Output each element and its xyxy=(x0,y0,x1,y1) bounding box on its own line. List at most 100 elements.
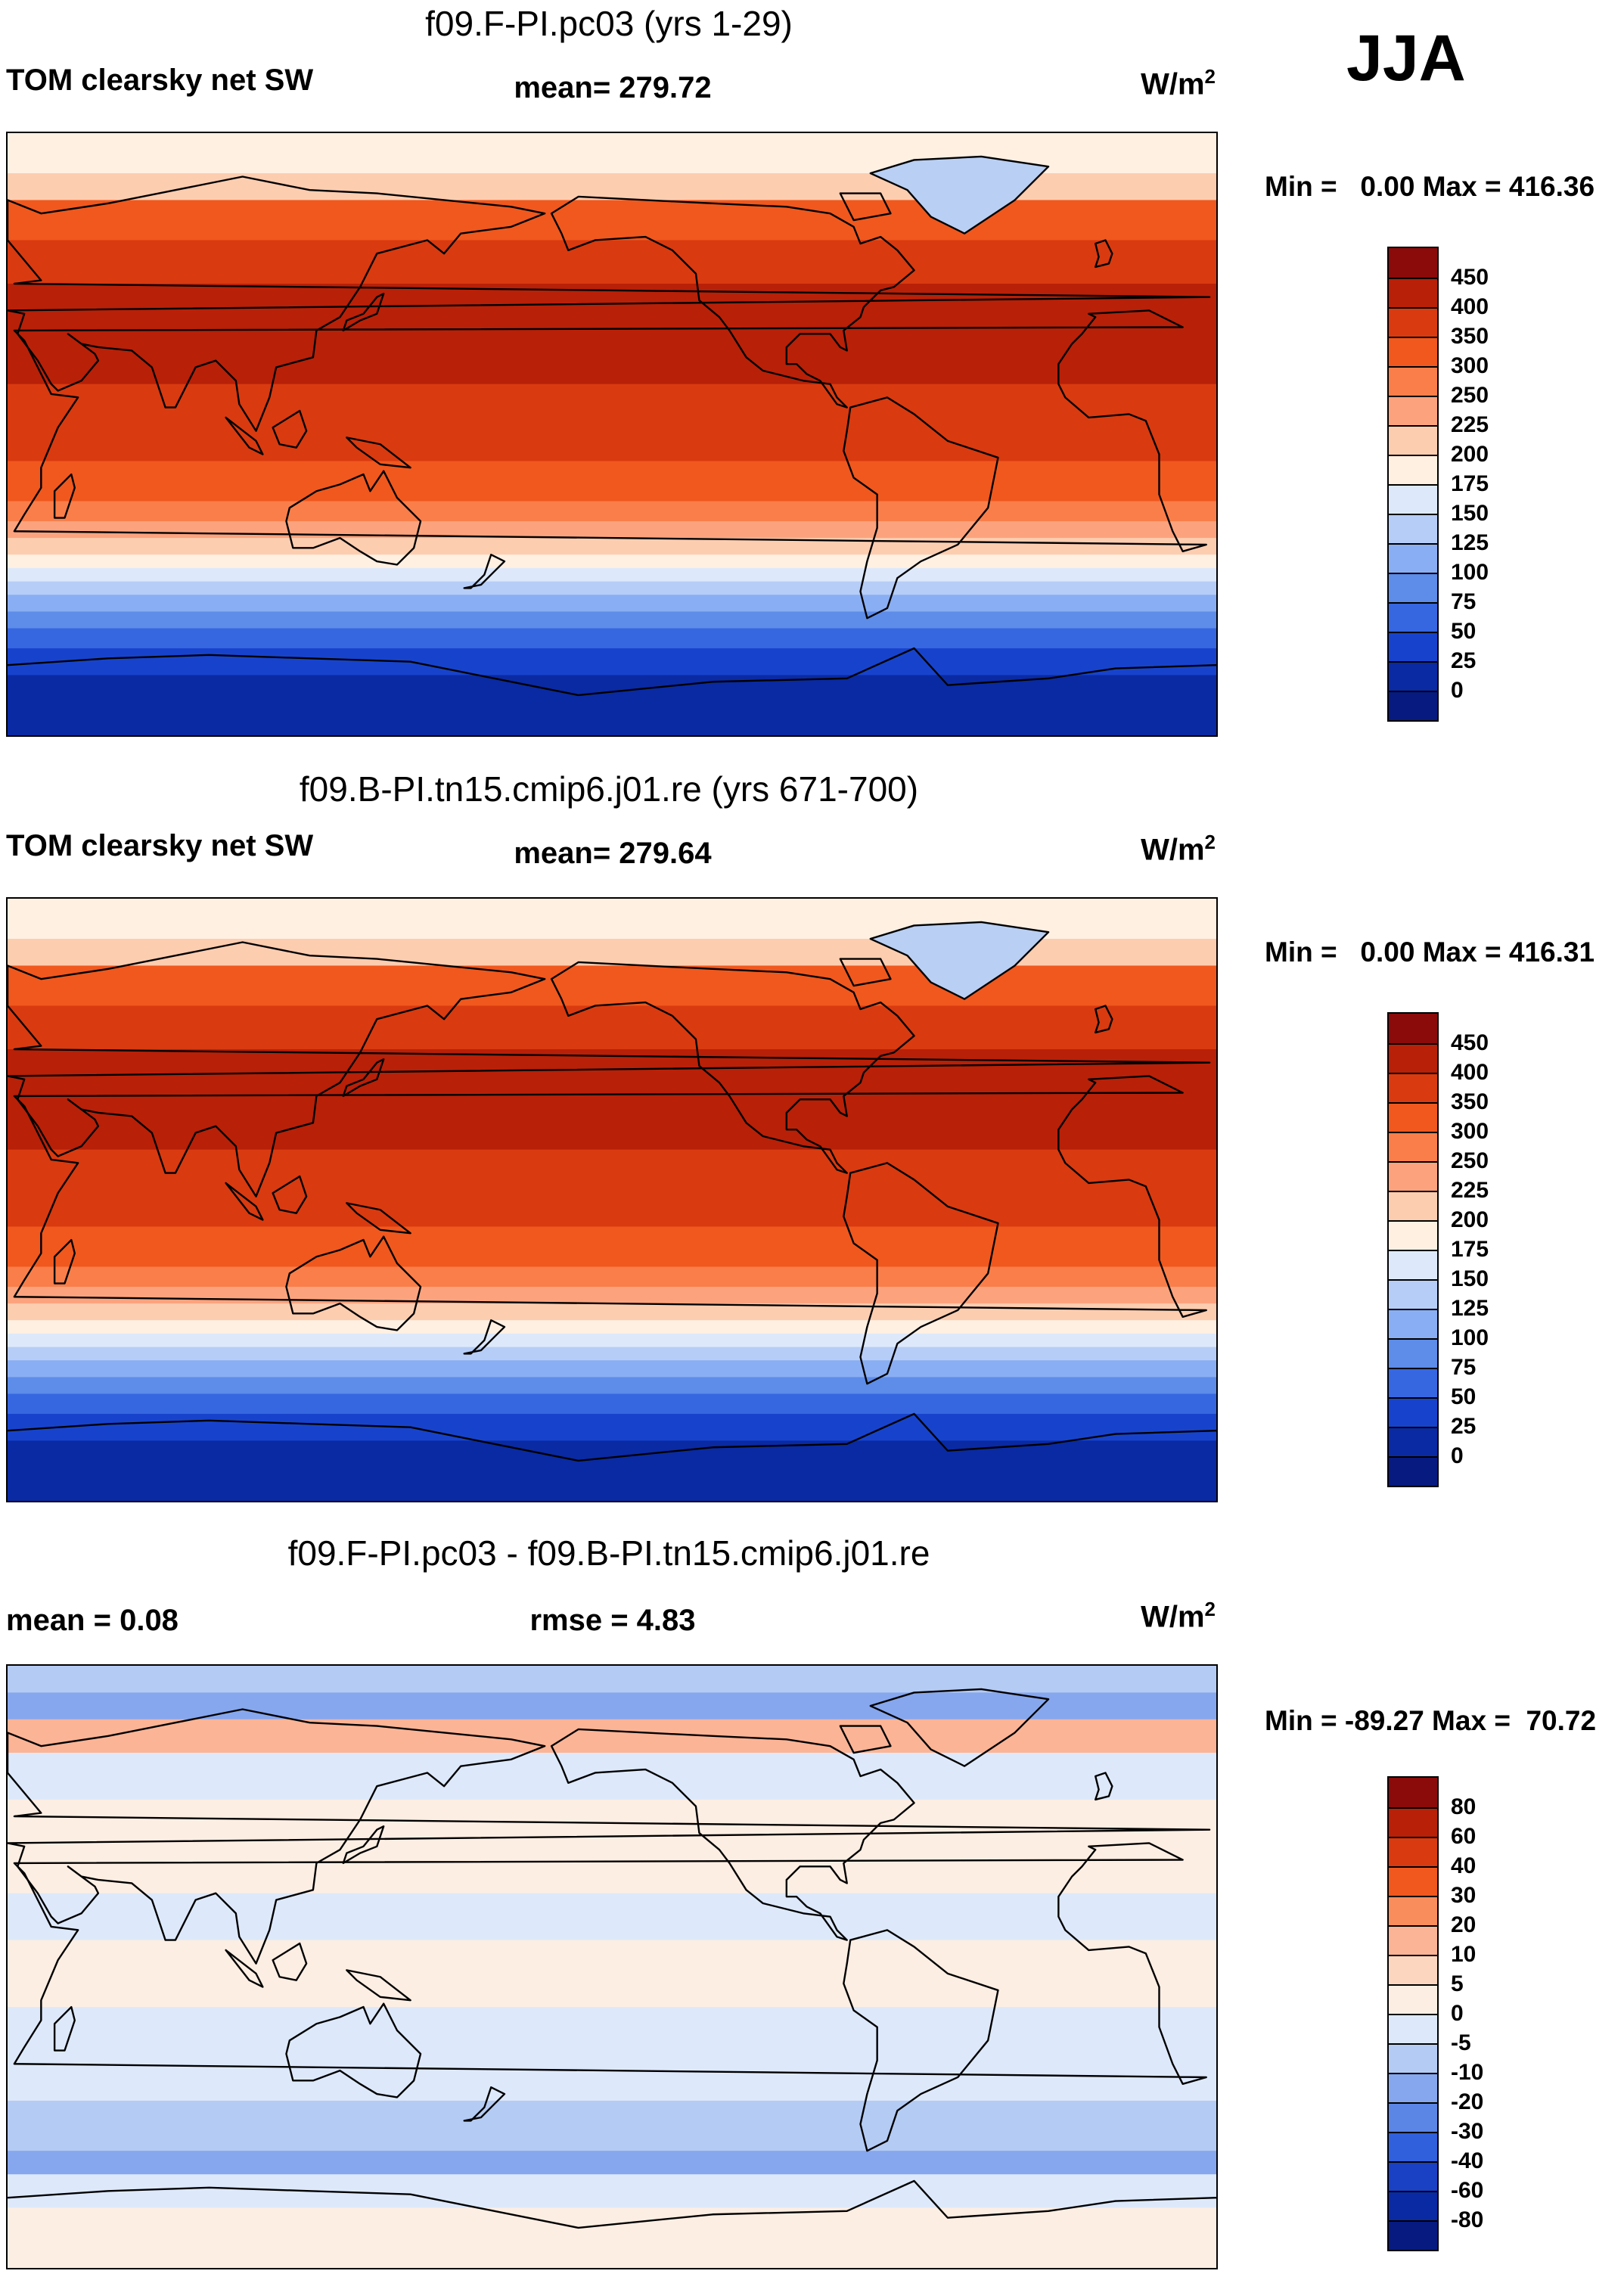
panel-1-colorbar-swatch xyxy=(1389,425,1437,455)
panel-3-colorbar-tick: 10 xyxy=(1451,1942,1477,1967)
panel-3-colorbar-swatch xyxy=(1389,1925,1437,1955)
panel-1-unit-base: W/m xyxy=(1141,67,1205,101)
panel-3-colorbar-tick: 80 xyxy=(1451,1794,1477,1819)
panel-1-coastline-greenland xyxy=(869,155,1050,235)
panel-1-colorbar-tick: 350 xyxy=(1451,324,1489,349)
panel-2-colorbar-swatch xyxy=(1389,1250,1437,1279)
panel-2-colorbar-swatch xyxy=(1389,1102,1437,1132)
panel-3-colorbar-tick: -60 xyxy=(1451,2178,1484,2203)
panel-2-contour-band-12 xyxy=(8,1333,1216,1348)
panel-2-contour-band-16 xyxy=(8,1393,1216,1415)
panel-1-title: f09.F-PI.pc03 (yrs 1-29) xyxy=(425,4,793,43)
panel-3-coastline-newGuinea xyxy=(346,1969,411,2002)
panel-1-coastline-sumatra xyxy=(225,416,264,455)
panel-3-contour-band-10 xyxy=(8,2151,1216,2175)
panel-1-contour-band-16 xyxy=(8,628,1216,649)
panel-2-colorbar-swatch xyxy=(1389,1456,1437,1486)
panel-3-colorbar-tick: -10 xyxy=(1451,2060,1484,2085)
panel-2-colorbar-swatch xyxy=(1389,1191,1437,1220)
panel-3-coastline-baffin xyxy=(839,1725,892,1754)
panel-3-unit-exp: 2 xyxy=(1204,1598,1216,1620)
panel-2-colorbar-tick: 100 xyxy=(1451,1325,1489,1350)
panel-2-contour-band-5 xyxy=(8,1049,1216,1151)
panel-1-colorbar-swatch xyxy=(1389,337,1437,366)
panel-3-contour-band-5 xyxy=(8,1799,1216,1894)
panel-3-contour-band-11 xyxy=(8,2174,1216,2208)
panel-1-contour-band-5 xyxy=(8,284,1216,385)
panel-3-colorbar-tick: -5 xyxy=(1451,2030,1471,2055)
panel-1-colorbar-tick: 300 xyxy=(1451,353,1489,378)
panel-2-coastline-sumatra xyxy=(225,1182,264,1221)
panel-2-map xyxy=(6,897,1218,1502)
panel-1-mean-label: mean= 279.72 xyxy=(514,71,712,104)
panel-3-coastline-antarctica xyxy=(8,2179,1216,2229)
panel-2-coastline-baffin xyxy=(839,958,892,987)
panel-2-colorbar xyxy=(1387,1012,1439,1487)
panel-3-map xyxy=(6,1664,1218,2269)
panel-3-coastline-australia xyxy=(285,2002,422,2098)
panel-3-colorbar-swatch xyxy=(1389,2043,1437,2073)
panel-3-colorbar-swatch xyxy=(1389,2132,1437,2161)
panel-1-contour-band-6 xyxy=(8,384,1216,461)
panel-2-coastline-newZealand xyxy=(463,1319,506,1355)
panel-1-colorbar-swatch xyxy=(1389,396,1437,425)
panel-3-contour-band-8 xyxy=(8,2007,1216,2101)
panel-1-colorbar-swatch xyxy=(1389,573,1437,602)
panel-3-contour-band-3 xyxy=(8,1719,1216,1754)
panel-1-colorbar-swatch xyxy=(1389,278,1437,307)
panel-2-colorbar-tick: 200 xyxy=(1451,1207,1489,1232)
panel-2-colorbar-swatch xyxy=(1389,1132,1437,1161)
panel-2-contour-band-11 xyxy=(8,1320,1216,1334)
panel-3-coastline-japan xyxy=(342,1825,385,1865)
panel-1-contour-band-4 xyxy=(8,240,1216,284)
panel-3-colorbar xyxy=(1387,1776,1439,2251)
panel-3-colorbar-swatch xyxy=(1389,2220,1437,2250)
panel-3-unit: W/m2 xyxy=(1141,1598,1216,1634)
panel-3-contour-band-7 xyxy=(8,1940,1216,2008)
panel-1-coastline-newZealand xyxy=(463,554,506,589)
panel-3-coastline-borneo xyxy=(272,1942,308,1981)
panel-2-coastline-britain xyxy=(1095,1005,1113,1034)
panel-1-coastline-africa xyxy=(13,309,1207,553)
panel-1-coastline-eurasia xyxy=(8,176,1211,432)
panel-1-colorbar-swatch xyxy=(1389,484,1437,514)
panel-1-colorbar-swatch xyxy=(1389,691,1437,720)
season-label: JJA xyxy=(1346,22,1466,95)
panel-1-colorbar-tick: 50 xyxy=(1451,619,1477,644)
panel-1-contour-band-17 xyxy=(8,648,1216,676)
panel-1-coastline-madagascar xyxy=(53,473,76,519)
panel-2-colorbar-swatch xyxy=(1389,1014,1437,1043)
panel-1-coastline-borneo xyxy=(272,409,308,449)
panel-2-colorbar-tick: 250 xyxy=(1451,1148,1489,1173)
panel-1-colorbar-tick: 75 xyxy=(1451,589,1477,614)
panel-1-contour-band-7 xyxy=(8,461,1216,502)
panel-2-colorbar-tick: 0 xyxy=(1451,1443,1464,1468)
panel-3-coastline-northAmerica xyxy=(550,1728,915,1941)
panel-3-coastline-southAmerica xyxy=(843,1929,999,2152)
panel-1-colorbar-tick: 400 xyxy=(1451,294,1489,319)
panel-3-coastline-madagascar xyxy=(53,2005,76,2052)
panel-3-min-max: Min = -89.27 Max = 70.72 xyxy=(1265,1705,1597,1736)
panel-1-colorbar-swatch xyxy=(1389,632,1437,661)
panel-2-colorbar-swatch xyxy=(1389,1279,1437,1309)
panel-2-coastline-northAmerica xyxy=(550,961,915,1174)
panel-2-contour-band-6 xyxy=(8,1149,1216,1227)
panel-1-contour-band-15 xyxy=(8,611,1216,629)
panel-3-colorbar-swatch xyxy=(1389,2102,1437,2132)
panel-2-colorbar-tick: 125 xyxy=(1451,1296,1489,1321)
panel-2-colorbar-swatch xyxy=(1389,1309,1437,1338)
panel-1-colorbar-swatch xyxy=(1389,455,1437,484)
panel-2-title: f09.B-PI.tn15.cmip6.j01.re (yrs 671-700) xyxy=(299,769,919,809)
panel-1-contour-band-13 xyxy=(8,581,1216,595)
panel-2-coastline-newGuinea xyxy=(346,1202,411,1235)
panel-1-colorbar-tick: 125 xyxy=(1451,530,1489,555)
panel-1-coastline-britain xyxy=(1095,239,1113,269)
panel-1-map xyxy=(6,132,1218,737)
panel-2-colorbar-swatch xyxy=(1389,1220,1437,1250)
panel-2-colorbar-tick: 300 xyxy=(1451,1119,1489,1144)
panel-1-colorbar-swatch xyxy=(1389,514,1437,543)
panel-3-colorbar-swatch xyxy=(1389,2073,1437,2102)
panel-1-coastline-japan xyxy=(342,293,385,332)
panel-2-contour-band-3 xyxy=(8,965,1216,1007)
panel-2-contour-band-8 xyxy=(8,1266,1216,1288)
